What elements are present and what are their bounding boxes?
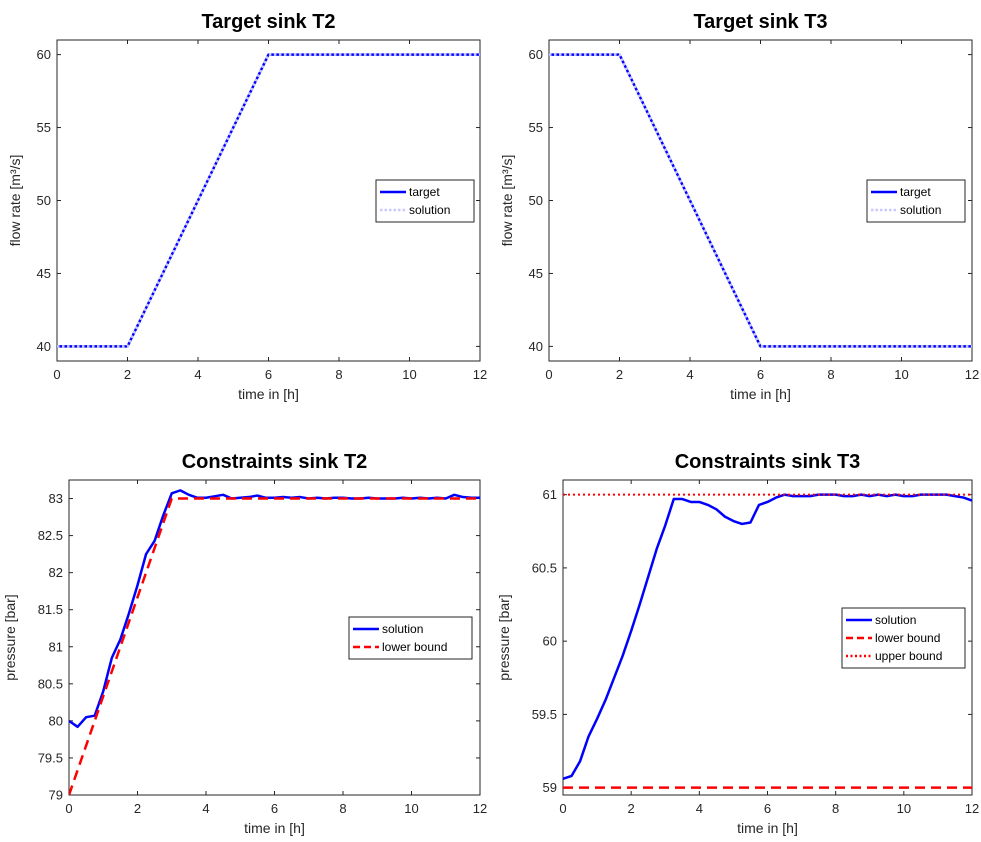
chart-title: Target sink T2 <box>201 11 335 33</box>
x-tick-label: 4 <box>696 801 703 816</box>
legend-label: solution <box>382 622 423 636</box>
x-tick-label: 12 <box>473 801 487 816</box>
plot-series <box>57 53 480 348</box>
legend-box <box>348 616 473 660</box>
y-tick-label: 55 <box>529 120 543 135</box>
chart-panel-4: 0 2 4 6 8 10 12 59 59.5 60 60.5 61 Constraints sink … <box>496 451 979 836</box>
plot-series <box>69 489 480 795</box>
x-tick-label: 10 <box>894 367 908 382</box>
y-tick-label: 79 <box>49 788 63 803</box>
y-tick-label: 50 <box>37 193 51 208</box>
legend-label: solution <box>900 203 941 217</box>
x-axis-label: time in [h] <box>730 386 791 402</box>
x-tick-label: 12 <box>965 367 979 382</box>
x-tick-label: 2 <box>134 801 141 816</box>
chart-panel-3: 0 2 4 6 8 10 12 79 79.5 80 80.5 81 81.5 82 82.5 83 Const… <box>2 451 487 836</box>
x-tick-label: 10 <box>404 801 418 816</box>
y-tick-label: 82 <box>49 565 63 580</box>
y-tick-label: 45 <box>37 266 51 281</box>
series-line-solution <box>563 493 972 781</box>
y-tick-label: 40 <box>37 339 51 354</box>
y-axis-label: flow rate [m³/s] <box>499 155 515 247</box>
x-tick-label: 6 <box>764 801 771 816</box>
legend-label: target <box>900 185 931 199</box>
x-tick-label: 6 <box>271 801 278 816</box>
x-tick-label: 12 <box>965 801 979 816</box>
legend-label: solution <box>875 613 916 627</box>
y-axis-label: pressure [bar] <box>2 594 18 680</box>
x-tick-label: 4 <box>686 367 693 382</box>
y-tick-label: 50 <box>529 193 543 208</box>
y-tick-label: 55 <box>37 120 51 135</box>
legend-label: solution <box>409 203 450 217</box>
series-line-lower-bound <box>69 497 480 795</box>
x-tick-label: 12 <box>473 367 487 382</box>
y-tick-label: 40 <box>529 339 543 354</box>
legend-box <box>375 179 475 223</box>
y-tick-label: 80.5 <box>38 676 63 691</box>
legend-label: upper bound <box>875 649 942 663</box>
x-tick-label: 0 <box>545 367 552 382</box>
x-tick-label: 0 <box>53 367 60 382</box>
x-tick-label: 8 <box>832 801 839 816</box>
x-axis-label: time in [h] <box>244 820 305 836</box>
legend-label: target <box>409 185 440 199</box>
x-axis-label: time in [h] <box>737 820 798 836</box>
x-tick-label: 6 <box>757 367 764 382</box>
y-tick-label: 82.5 <box>38 528 63 543</box>
x-tick-label: 4 <box>194 367 201 382</box>
series-line-solution <box>549 53 972 348</box>
plot-series <box>563 493 972 789</box>
y-tick-label: 81.5 <box>38 602 63 617</box>
legend-label: lower bound <box>382 640 447 654</box>
y-axis-label: pressure [bar] <box>496 594 512 680</box>
chart-title: Constraints sink T2 <box>182 451 368 473</box>
legend: target solution <box>375 179 475 223</box>
legend: solution lower bound <box>348 616 473 660</box>
x-tick-label: 4 <box>202 801 209 816</box>
y-tick-label: 60 <box>543 634 557 649</box>
x-tick-label: 10 <box>402 367 416 382</box>
y-tick-label: 45 <box>529 266 543 281</box>
legend: solution lower bound upper bound <box>841 607 966 669</box>
y-tick-label: 79.5 <box>38 750 63 765</box>
x-tick-label: 8 <box>339 801 346 816</box>
legend: target solution <box>866 179 966 223</box>
y-tick-label: 83 <box>49 491 63 506</box>
chart-title: Constraints sink T3 <box>675 451 861 473</box>
y-tick-label: 60 <box>529 47 543 62</box>
chart-title: Target sink T3 <box>693 11 827 33</box>
y-tick-label: 61 <box>543 487 557 502</box>
y-tick-label: 80 <box>49 713 63 728</box>
y-tick-label: 60 <box>37 47 51 62</box>
x-tick-label: 8 <box>827 367 834 382</box>
y-tick-label: 59 <box>543 780 557 795</box>
legend-label: lower bound <box>875 631 940 645</box>
x-tick-label: 8 <box>335 367 342 382</box>
x-tick-label: 10 <box>897 801 911 816</box>
y-axis-label: flow rate [m³/s] <box>7 155 23 247</box>
x-tick-label: 2 <box>124 367 131 382</box>
legend-box <box>866 179 966 223</box>
series-line-solution <box>57 53 480 348</box>
x-tick-label: 2 <box>628 801 635 816</box>
y-tick-label: 60.5 <box>532 560 557 575</box>
y-tick-label: 59.5 <box>532 707 557 722</box>
plot-series <box>549 53 972 348</box>
y-tick-label: 81 <box>49 639 63 654</box>
x-tick-label: 2 <box>616 367 623 382</box>
x-tick-label: 0 <box>65 801 72 816</box>
chart-panel-2: 0 2 4 6 8 10 12 40 45 50 55 60 Target sink T3 time in… <box>499 11 979 402</box>
chart-panel-1: 0 2 4 6 8 10 12 40 45 50 55 60 Target sink T2 time in… <box>7 11 487 402</box>
x-axis-label: time in [h] <box>238 386 299 402</box>
x-tick-label: 6 <box>265 367 272 382</box>
x-tick-label: 0 <box>559 801 566 816</box>
